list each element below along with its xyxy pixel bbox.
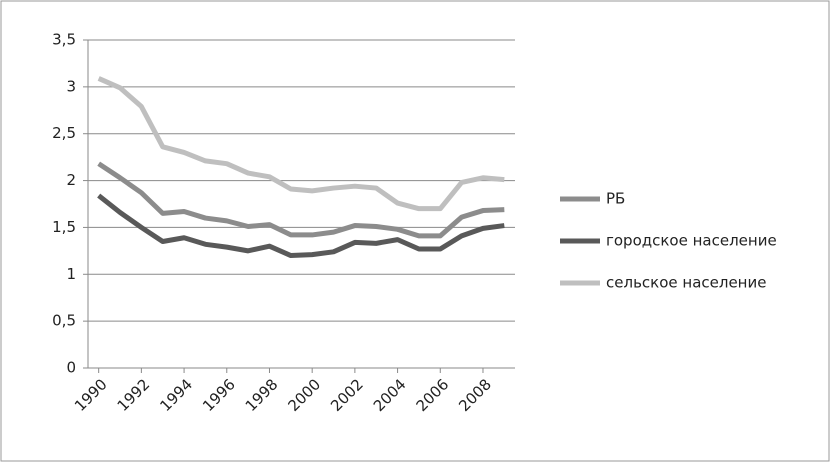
y-tick-label: 0 (66, 359, 76, 377)
legend-label: сельское население (606, 274, 766, 292)
y-tick-label: 3,5 (52, 31, 76, 49)
y-tick-label: 2,5 (52, 124, 76, 142)
y-tick-label: 1,5 (52, 218, 76, 236)
legend-label: городское население (606, 232, 777, 250)
y-tick-label: 3 (66, 77, 76, 95)
legend-label: РБ (606, 190, 625, 208)
series-line (97, 161, 505, 239)
y-tick-label: 1 (66, 265, 76, 283)
series-line (97, 193, 505, 259)
series-line (97, 76, 505, 212)
y-tick-label: 0,5 (52, 312, 76, 330)
y-tick-label: 2 (66, 171, 76, 189)
